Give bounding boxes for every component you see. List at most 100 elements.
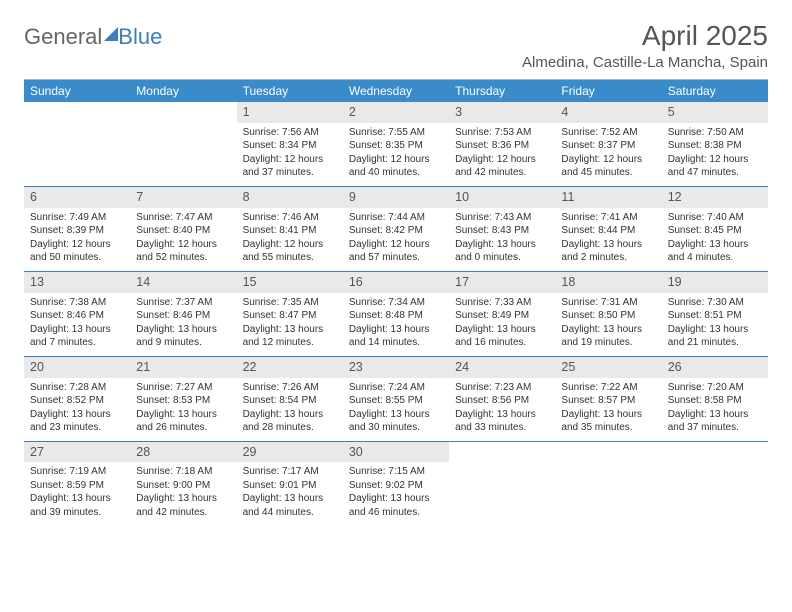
daylight-line: Daylight: 12 hours and 42 minutes. — [455, 153, 549, 180]
sunrise-line: Sunrise: 7:35 AM — [243, 296, 337, 310]
day-number: 11 — [555, 187, 661, 208]
sunset-line: Sunset: 9:02 PM — [349, 479, 443, 493]
daylight-line: Daylight: 13 hours and 16 minutes. — [455, 323, 549, 350]
sunrise-line: Sunrise: 7:40 AM — [668, 211, 762, 225]
sunrise-line: Sunrise: 7:20 AM — [668, 381, 762, 395]
daylight-line: Daylight: 12 hours and 37 minutes. — [243, 153, 337, 180]
day-number: 29 — [237, 442, 343, 463]
weekday-header-row: SundayMondayTuesdayWednesdayThursdayFrid… — [24, 80, 768, 102]
week-row: 27Sunrise: 7:19 AMSunset: 8:59 PMDayligh… — [24, 441, 768, 526]
day-body: Sunrise: 7:22 AMSunset: 8:57 PMDaylight:… — [555, 378, 661, 441]
day-cell: 2Sunrise: 7:55 AMSunset: 8:35 PMDaylight… — [343, 102, 449, 186]
day-cell: 4Sunrise: 7:52 AMSunset: 8:37 PMDaylight… — [555, 102, 661, 186]
day-cell: 14Sunrise: 7:37 AMSunset: 8:46 PMDayligh… — [130, 272, 236, 356]
sunset-line: Sunset: 9:00 PM — [136, 479, 230, 493]
day-number: 28 — [130, 442, 236, 463]
day-body: Sunrise: 7:31 AMSunset: 8:50 PMDaylight:… — [555, 293, 661, 356]
day-body: Sunrise: 7:23 AMSunset: 8:56 PMDaylight:… — [449, 378, 555, 441]
logo: General Blue — [24, 24, 162, 50]
day-body: Sunrise: 7:46 AMSunset: 8:41 PMDaylight:… — [237, 208, 343, 271]
day-number: 2 — [343, 102, 449, 123]
sunset-line: Sunset: 8:53 PM — [136, 394, 230, 408]
day-cell: 23Sunrise: 7:24 AMSunset: 8:55 PMDayligh… — [343, 357, 449, 441]
day-body: Sunrise: 7:49 AMSunset: 8:39 PMDaylight:… — [24, 208, 130, 271]
day-cell: 10Sunrise: 7:43 AMSunset: 8:43 PMDayligh… — [449, 187, 555, 271]
day-body: Sunrise: 7:34 AMSunset: 8:48 PMDaylight:… — [343, 293, 449, 356]
empty-cell — [662, 442, 768, 526]
day-cell: 22Sunrise: 7:26 AMSunset: 8:54 PMDayligh… — [237, 357, 343, 441]
header: General Blue April 2025 Almedina, Castil… — [24, 20, 768, 71]
day-number: 9 — [343, 187, 449, 208]
title-block: April 2025 Almedina, Castille-La Mancha,… — [522, 20, 768, 71]
sunrise-line: Sunrise: 7:33 AM — [455, 296, 549, 310]
sunset-line: Sunset: 8:47 PM — [243, 309, 337, 323]
day-number: 3 — [449, 102, 555, 123]
day-number: 16 — [343, 272, 449, 293]
sunset-line: Sunset: 8:46 PM — [136, 309, 230, 323]
daylight-line: Daylight: 13 hours and 30 minutes. — [349, 408, 443, 435]
day-number: 25 — [555, 357, 661, 378]
week-row: 20Sunrise: 7:28 AMSunset: 8:52 PMDayligh… — [24, 356, 768, 441]
day-cell: 8Sunrise: 7:46 AMSunset: 8:41 PMDaylight… — [237, 187, 343, 271]
day-cell: 27Sunrise: 7:19 AMSunset: 8:59 PMDayligh… — [24, 442, 130, 526]
sunrise-line: Sunrise: 7:22 AM — [561, 381, 655, 395]
sunset-line: Sunset: 8:39 PM — [30, 224, 124, 238]
sunset-line: Sunset: 8:44 PM — [561, 224, 655, 238]
sunrise-line: Sunrise: 7:56 AM — [243, 126, 337, 140]
sunset-line: Sunset: 8:56 PM — [455, 394, 549, 408]
day-cell: 17Sunrise: 7:33 AMSunset: 8:49 PMDayligh… — [449, 272, 555, 356]
sunrise-line: Sunrise: 7:23 AM — [455, 381, 549, 395]
week-row: 13Sunrise: 7:38 AMSunset: 8:46 PMDayligh… — [24, 271, 768, 356]
sunset-line: Sunset: 8:45 PM — [668, 224, 762, 238]
sunset-line: Sunset: 9:01 PM — [243, 479, 337, 493]
sunrise-line: Sunrise: 7:30 AM — [668, 296, 762, 310]
daylight-line: Daylight: 12 hours and 55 minutes. — [243, 238, 337, 265]
daylight-line: Daylight: 13 hours and 46 minutes. — [349, 492, 443, 519]
day-number: 7 — [130, 187, 236, 208]
daylight-line: Daylight: 13 hours and 4 minutes. — [668, 238, 762, 265]
weekday-header: Sunday — [24, 80, 130, 102]
daylight-line: Daylight: 13 hours and 26 minutes. — [136, 408, 230, 435]
week-row: 1Sunrise: 7:56 AMSunset: 8:34 PMDaylight… — [24, 102, 768, 186]
weekday-header: Wednesday — [343, 80, 449, 102]
daylight-line: Daylight: 13 hours and 39 minutes. — [30, 492, 124, 519]
day-body: Sunrise: 7:55 AMSunset: 8:35 PMDaylight:… — [343, 123, 449, 186]
page-title: April 2025 — [522, 20, 768, 52]
sunrise-line: Sunrise: 7:53 AM — [455, 126, 549, 140]
day-cell: 30Sunrise: 7:15 AMSunset: 9:02 PMDayligh… — [343, 442, 449, 526]
day-number: 6 — [24, 187, 130, 208]
sunrise-line: Sunrise: 7:44 AM — [349, 211, 443, 225]
day-cell: 9Sunrise: 7:44 AMSunset: 8:42 PMDaylight… — [343, 187, 449, 271]
day-number: 8 — [237, 187, 343, 208]
empty-cell — [449, 442, 555, 526]
day-body: Sunrise: 7:53 AMSunset: 8:36 PMDaylight:… — [449, 123, 555, 186]
day-number: 10 — [449, 187, 555, 208]
day-number: 27 — [24, 442, 130, 463]
daylight-line: Daylight: 13 hours and 21 minutes. — [668, 323, 762, 350]
sunrise-line: Sunrise: 7:46 AM — [243, 211, 337, 225]
day-cell: 6Sunrise: 7:49 AMSunset: 8:39 PMDaylight… — [24, 187, 130, 271]
empty-cell — [130, 102, 236, 186]
day-number: 15 — [237, 272, 343, 293]
sunset-line: Sunset: 8:35 PM — [349, 139, 443, 153]
day-body: Sunrise: 7:52 AMSunset: 8:37 PMDaylight:… — [555, 123, 661, 186]
daylight-line: Daylight: 13 hours and 28 minutes. — [243, 408, 337, 435]
daylight-line: Daylight: 13 hours and 19 minutes. — [561, 323, 655, 350]
day-body: Sunrise: 7:41 AMSunset: 8:44 PMDaylight:… — [555, 208, 661, 271]
day-body: Sunrise: 7:28 AMSunset: 8:52 PMDaylight:… — [24, 378, 130, 441]
daylight-line: Daylight: 12 hours and 45 minutes. — [561, 153, 655, 180]
day-number: 26 — [662, 357, 768, 378]
daylight-line: Daylight: 12 hours and 57 minutes. — [349, 238, 443, 265]
sunset-line: Sunset: 8:50 PM — [561, 309, 655, 323]
sunrise-line: Sunrise: 7:27 AM — [136, 381, 230, 395]
sunset-line: Sunset: 8:40 PM — [136, 224, 230, 238]
daylight-line: Daylight: 13 hours and 9 minutes. — [136, 323, 230, 350]
day-cell: 11Sunrise: 7:41 AMSunset: 8:44 PMDayligh… — [555, 187, 661, 271]
day-cell: 21Sunrise: 7:27 AMSunset: 8:53 PMDayligh… — [130, 357, 236, 441]
weekday-header: Monday — [130, 80, 236, 102]
sunrise-line: Sunrise: 7:31 AM — [561, 296, 655, 310]
sunrise-line: Sunrise: 7:15 AM — [349, 465, 443, 479]
day-cell: 7Sunrise: 7:47 AMSunset: 8:40 PMDaylight… — [130, 187, 236, 271]
sunrise-line: Sunrise: 7:52 AM — [561, 126, 655, 140]
day-number: 18 — [555, 272, 661, 293]
